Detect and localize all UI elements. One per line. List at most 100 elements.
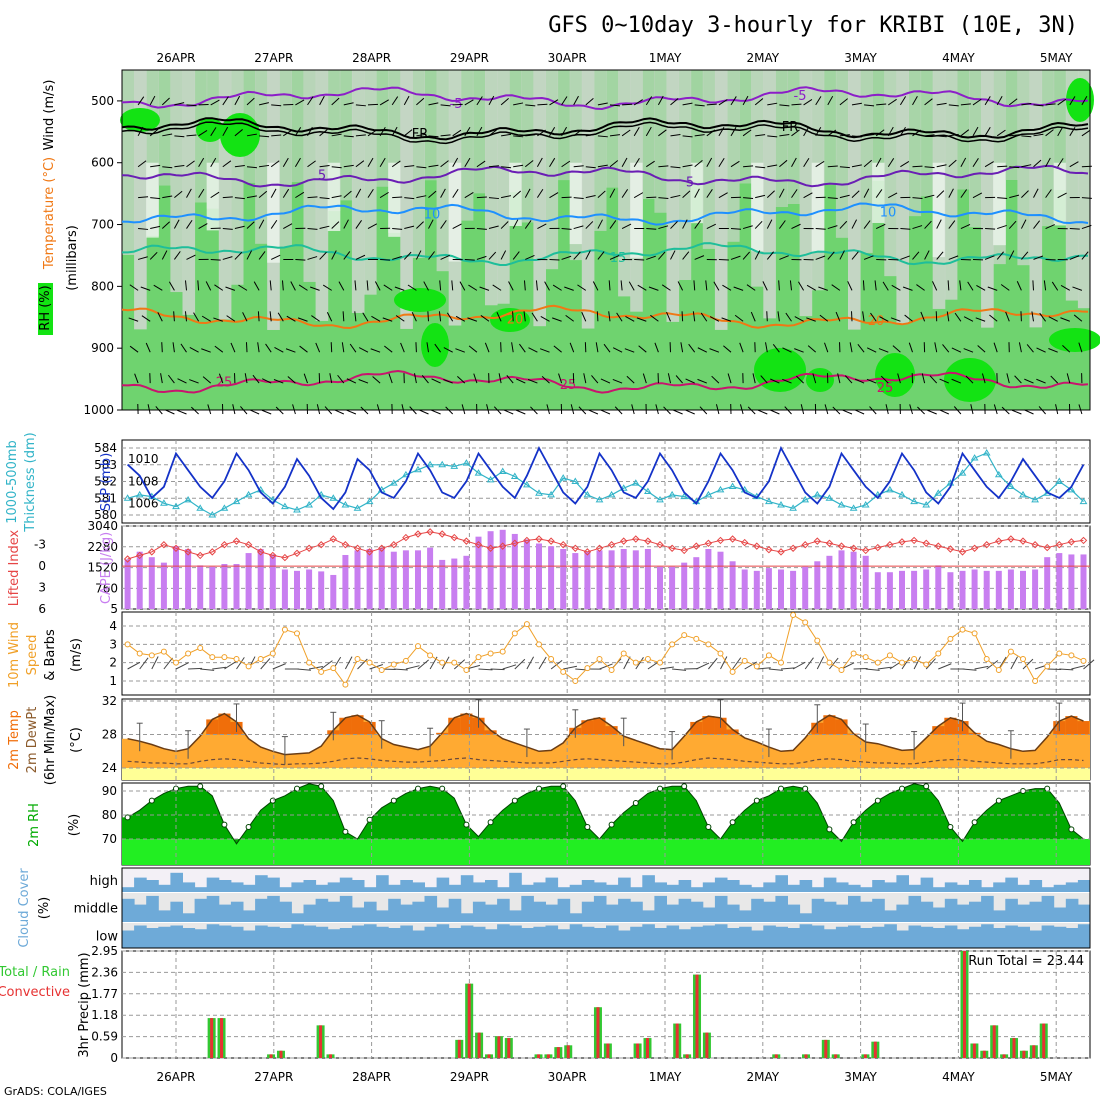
wind-barb (338, 281, 345, 291)
temp-label-2: 2m DewPt (25, 707, 40, 774)
wind-speed-marker (874, 659, 881, 666)
wind-barb (226, 315, 236, 322)
wind-barb (343, 164, 354, 168)
wind-barb (685, 409, 695, 415)
wind-barb (646, 228, 657, 230)
precip-conv-bar (804, 1054, 808, 1058)
date-label-bottom: 5MAY (1040, 1070, 1073, 1084)
wind-barb (585, 250, 591, 260)
wind-barb (513, 164, 524, 168)
wind-barb (1069, 96, 1076, 106)
cape-bar (536, 543, 542, 609)
date-label-bottom: 4MAY (942, 1070, 975, 1084)
wind-barb (379, 127, 386, 137)
wind-speed-marker (197, 645, 204, 651)
wind-barb (766, 311, 768, 322)
wind-barb (512, 190, 522, 199)
wind-barb (394, 286, 405, 291)
isotherm-label: 10 (880, 206, 897, 221)
wind-barb (675, 375, 683, 384)
wind-barb (423, 281, 429, 291)
wind-barb (261, 409, 272, 415)
wind-barb (573, 197, 584, 200)
cape-bar (197, 565, 204, 609)
wind-barb (597, 164, 608, 168)
wind-barb (186, 219, 193, 229)
wind-barb (624, 348, 635, 353)
li-marker (789, 544, 797, 552)
wind-barb (694, 188, 700, 198)
wind-barb (682, 219, 688, 229)
li-marker (220, 541, 229, 549)
rh-dry-column (122, 70, 135, 255)
thickness-marker (789, 504, 797, 511)
thickness-marker (1055, 477, 1064, 484)
isotherm-label: 5 (318, 169, 326, 184)
wind-barb (851, 102, 862, 106)
wind-barb (506, 375, 514, 384)
wind-barb (972, 192, 983, 199)
wind-barb (331, 97, 340, 106)
precip-conv-bar (982, 1050, 986, 1058)
thickness-marker (135, 490, 144, 498)
wind-speed-marker (1007, 648, 1014, 655)
wind-barb (866, 378, 877, 384)
li-marker (377, 544, 386, 552)
wind-barb (645, 126, 652, 137)
wind-barb (734, 314, 744, 322)
rh-dry-column (944, 70, 958, 300)
wind-barb (295, 258, 306, 261)
cape-bar (209, 566, 216, 609)
thickness-label-1: 1000-500mb (5, 440, 20, 524)
cape-bar (415, 550, 421, 609)
wind-barb (1039, 312, 1047, 322)
rh-high-patch (394, 288, 446, 312)
wind-barb (346, 409, 357, 415)
wind-barb (924, 250, 930, 260)
wind-barb (512, 251, 520, 260)
precip-conv-bar (477, 1032, 481, 1058)
wind-barb (596, 311, 599, 322)
wind-barb (464, 157, 471, 167)
wind-barb (904, 314, 913, 322)
rh2m-marker (342, 828, 349, 835)
wind-barb (492, 284, 502, 291)
wind-barb (455, 315, 466, 322)
wind-barb (258, 219, 265, 229)
thickness-marker (1007, 482, 1015, 490)
cape-bar (439, 559, 446, 609)
wind-speed-marker (669, 641, 676, 648)
wind-barb (794, 348, 804, 353)
footer-credit: GrADS: COLA/IGES (4, 1085, 107, 1098)
cloud-cell (218, 925, 232, 948)
cape-bar (160, 562, 167, 609)
wind-barb (888, 192, 898, 199)
li-marker (934, 542, 943, 550)
wind-barb (835, 311, 841, 322)
wind-barb (355, 220, 362, 229)
wind-barb (891, 284, 901, 291)
cloud-cell (1017, 884, 1030, 892)
cloud-cell (823, 877, 837, 892)
cape-bar (1044, 557, 1051, 609)
wind-barb (597, 251, 605, 260)
cloud-cell (569, 924, 583, 948)
wind-barb (658, 165, 669, 168)
wind-barb (842, 409, 853, 415)
wind-barb (851, 164, 862, 168)
wind-barb (383, 284, 393, 291)
wind-barb (791, 157, 797, 167)
wind-barb (443, 347, 453, 353)
wind-speed-marker (983, 656, 990, 662)
wind-barb (346, 378, 357, 384)
cloud-cell (1041, 925, 1055, 948)
wind-barb (537, 103, 548, 106)
wind-barb (362, 312, 369, 322)
wind-barb (646, 160, 655, 168)
wind-barb (515, 409, 526, 415)
wind-barb (157, 312, 163, 322)
wind-barb (1020, 219, 1027, 229)
wind-speed-marker (899, 659, 905, 666)
wind-barb (468, 345, 478, 353)
rh-dry-column (763, 70, 776, 319)
